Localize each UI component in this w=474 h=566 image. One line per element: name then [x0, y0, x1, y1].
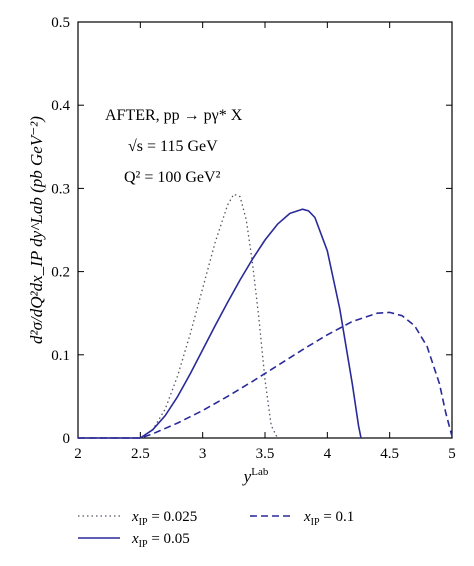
x-tick-label: 3 [199, 446, 207, 462]
y-tick-label: 0.4 [51, 98, 70, 114]
x-tick-label: 5 [448, 446, 456, 462]
annotation-process: AFTER, pp → pγ* X [105, 107, 243, 124]
x-axis-label: yLab [242, 466, 269, 486]
axis-ticks: 2 2.5 3 3.5 4 4.5 5 0 0.1 0.2 0.3 0.4 0.5 [51, 15, 456, 462]
x-axis-label-base: y [242, 467, 252, 486]
legend: xIP = 0.025 xIP = 0.05 xIP = 0.1 [78, 509, 354, 550]
y-tick-label: 0.5 [51, 15, 70, 31]
x-tick-label: 4 [324, 446, 332, 462]
y-tick-label: 0.3 [51, 181, 70, 197]
x-tick-label: 3.5 [256, 446, 275, 462]
legend-label-2: xIP = 0.1 [303, 509, 354, 528]
annotation-energy: √s = 115 GeV [128, 138, 218, 155]
annotation-q2: Q² = 100 GeV² [124, 169, 221, 186]
x-axis-label-sup: Lab [251, 466, 269, 478]
y-tick-label: 0.1 [51, 348, 70, 364]
y-tick-label: 0.2 [51, 265, 70, 281]
series-line-0 [78, 193, 279, 439]
series-line-2 [78, 311, 453, 439]
y-tick-label: 0 [63, 431, 71, 447]
x-tick-label: 2 [74, 446, 82, 462]
legend-value-0: 0.025 [164, 509, 198, 525]
x-tick-label: 2.5 [131, 446, 150, 462]
x-tick-label: 4.5 [380, 446, 399, 462]
series-layer [78, 193, 453, 439]
legend-label-0: xIP = 0.025 [131, 509, 197, 528]
legend-value-1: 0.05 [164, 531, 190, 547]
plot-frame [77, 21, 453, 439]
legend-label-1: xIP = 0.05 [131, 531, 190, 550]
legend-value-2: 0.1 [336, 509, 355, 525]
y-axis-label: d²σ/dQ²dx_IP dy^Lab (pb GeV⁻²) [27, 116, 46, 344]
series-line-1 [78, 208, 362, 439]
